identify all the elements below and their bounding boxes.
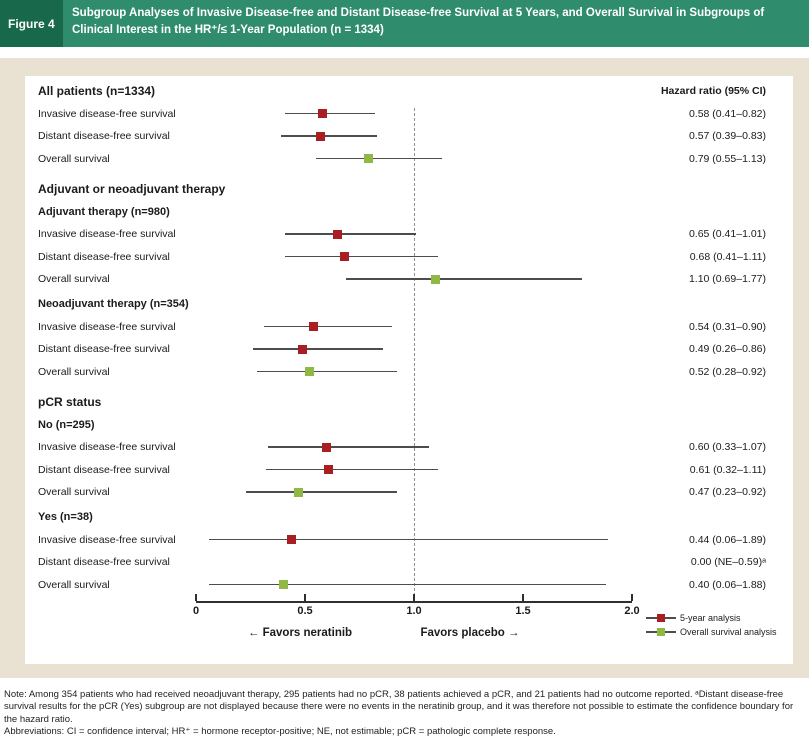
subgroup-header: Adjuvant therapy (n=980) xyxy=(38,205,170,218)
row-label: Overall survival xyxy=(38,273,110,285)
legend-marker-square xyxy=(657,627,665,636)
x-axis-tick xyxy=(195,594,197,601)
x-axis-tick-label: 1.0 xyxy=(406,605,422,617)
footnote-abbreviations: Abbreviations: CI = confidence interval;… xyxy=(4,726,556,736)
figure-label: Figure 4 xyxy=(0,0,63,47)
hr-marker xyxy=(278,580,288,589)
ci-line xyxy=(285,112,375,115)
row-label: Overall survival xyxy=(38,486,110,498)
legend-label: Overall survival analysis xyxy=(680,627,777,637)
row-label: Invasive disease-free survival xyxy=(38,228,176,240)
hr-marker xyxy=(304,367,314,376)
hr-marker xyxy=(339,252,349,261)
reference-line xyxy=(413,108,415,601)
plot-panel xyxy=(25,76,793,664)
ci-line xyxy=(285,255,438,258)
row-label: Invasive disease-free survival xyxy=(38,107,176,120)
legend-label: 5-year analysis xyxy=(680,613,741,623)
section-header: All patients (n=1334) xyxy=(38,84,156,98)
hr-marker xyxy=(298,344,308,354)
ci-line xyxy=(246,491,397,493)
hr-value: 0.57 (0.39–0.83) xyxy=(688,130,766,142)
hr-value: 0.58 (0.41–0.82) xyxy=(688,107,766,120)
x-axis-tick-label: 1.5 xyxy=(515,605,531,617)
hr-marker xyxy=(333,229,343,239)
hr-value: 0.54 (0.31–0.90) xyxy=(688,320,766,333)
ci-line xyxy=(263,325,393,328)
row-label: Invasive disease-free survival xyxy=(38,441,176,453)
hr-value: 0.65 (0.41–1.01) xyxy=(688,228,766,240)
footnote: Note: Among 354 patients who had receive… xyxy=(4,689,805,736)
subgroup-header: Yes (n=38) xyxy=(38,511,93,523)
row-label: Overall survival xyxy=(38,365,110,378)
legend-marker xyxy=(646,613,676,622)
x-axis-tick-label: 0.5 xyxy=(297,605,313,617)
x-axis-tick-label: 0 xyxy=(192,605,200,617)
hr-marker xyxy=(431,274,441,284)
hazard-ratio-column-header: Hazard ratio (95% CI) xyxy=(660,85,766,97)
ci-line xyxy=(346,278,582,280)
favors-neratinib-label: ← Favors neratinib xyxy=(247,627,353,639)
ci-line xyxy=(285,233,417,235)
row-label: Distant disease-free survival xyxy=(38,463,170,476)
ci-line xyxy=(265,468,438,471)
hr-marker xyxy=(363,154,373,163)
row-label: Distant disease-free survival xyxy=(38,556,170,568)
x-axis-tick-label: 2.0 xyxy=(624,605,640,617)
hr-value: 0.61 (0.32–1.11) xyxy=(689,463,766,476)
ci-line xyxy=(257,370,397,373)
legend-item: Overall survival analysis xyxy=(646,625,777,639)
hr-value: 1.10 (0.69–1.77) xyxy=(688,273,766,285)
x-axis-tick xyxy=(522,594,524,601)
subgroup-header: Neoadjuvant therapy (n=354) xyxy=(38,298,189,310)
ci-line xyxy=(315,157,443,160)
footnote-note: Note: Among 354 patients who had receive… xyxy=(4,689,794,725)
row-label: Invasive disease-free survival xyxy=(38,533,176,546)
hr-marker xyxy=(287,535,297,544)
ci-line xyxy=(267,446,430,448)
hr-marker xyxy=(315,131,325,141)
hr-value: 0.40 (0.06–1.88) xyxy=(688,578,766,591)
figure-title: Subgroup Analyses of Invasive Disease-fr… xyxy=(63,0,809,47)
ci-line xyxy=(209,538,609,541)
row-label: Invasive disease-free survival xyxy=(38,320,176,333)
row-label: Overall survival xyxy=(38,578,110,591)
hr-value: 0.47 (0.23–0.92) xyxy=(688,486,766,498)
figure-header: Figure 4 Subgroup Analyses of Invasive D… xyxy=(0,0,809,47)
hr-marker xyxy=(317,109,327,118)
section-header: Adjuvant or neoadjuvant therapy xyxy=(38,181,226,196)
hr-value: 0.79 (0.55–1.13) xyxy=(688,152,766,165)
legend-marker-square xyxy=(657,613,665,622)
x-axis-tick xyxy=(304,594,306,601)
row-label: Distant disease-free survival xyxy=(38,343,170,355)
hr-value: 0.60 (0.33–1.07) xyxy=(688,441,766,453)
legend-marker xyxy=(646,627,676,636)
hr-value: 0.44 (0.06–1.89) xyxy=(688,533,766,546)
row-label: Distant disease-free survival xyxy=(38,130,170,142)
hr-value: 0.49 (0.26–0.86) xyxy=(688,343,766,355)
hr-value: 0.00 (NE–0.59)ᵃ xyxy=(690,556,766,568)
row-label: Distant disease-free survival xyxy=(38,250,170,263)
ci-line xyxy=(209,583,606,586)
x-axis xyxy=(196,601,632,603)
subgroup-header: No (n=295) xyxy=(38,418,95,431)
hr-marker xyxy=(324,465,334,474)
favors-placebo-label: Favors placebo → xyxy=(420,627,520,639)
section-header: pCR status xyxy=(38,394,102,409)
row-label: Overall survival xyxy=(38,152,110,165)
hr-marker xyxy=(293,487,303,497)
legend-item: 5-year analysis xyxy=(646,611,777,625)
hr-marker xyxy=(309,322,319,331)
ci-line xyxy=(252,348,384,350)
x-axis-tick xyxy=(413,594,415,601)
hr-value: 0.68 (0.41–1.11) xyxy=(689,250,766,263)
ci-line xyxy=(281,135,377,137)
hr-marker xyxy=(322,442,332,452)
legend: 5-year analysis Overall survival analysis xyxy=(646,611,777,639)
x-axis-tick xyxy=(631,594,633,601)
hr-value: 0.52 (0.28–0.92) xyxy=(688,365,766,378)
